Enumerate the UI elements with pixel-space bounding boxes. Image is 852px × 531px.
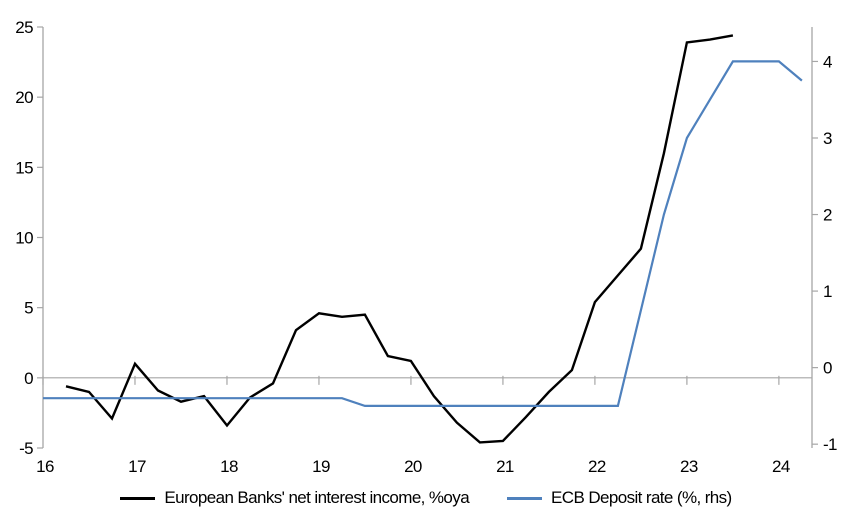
x-tick-label: 20 xyxy=(404,457,422,476)
y-left-tick-label: 25 xyxy=(15,18,33,37)
legend-line-swatch-black xyxy=(120,496,156,500)
x-tick-label: 23 xyxy=(680,457,698,476)
x-tick-label: 16 xyxy=(36,457,54,476)
x-tick-label: 18 xyxy=(220,457,238,476)
x-tick-label: 21 xyxy=(496,457,514,476)
y-right-tick-label: 0 xyxy=(823,359,832,378)
x-tick-label: 24 xyxy=(772,457,790,476)
legend-item-ecb-deposit-rate: ECB Deposit rate (%, rhs) xyxy=(507,488,732,508)
y-left-tick-label: -5 xyxy=(19,439,33,458)
y-right-tick-label: 4 xyxy=(823,52,832,71)
y-right-tick-label: 1 xyxy=(823,282,832,301)
legend-item-net-interest-income: European Banks' net interest income, %oy… xyxy=(120,488,470,508)
series-line-1 xyxy=(65,34,734,444)
y-right-tick-label: -1 xyxy=(823,435,837,454)
x-tick-label: 22 xyxy=(588,457,606,476)
y-left-tick-label: 15 xyxy=(15,158,33,177)
y-left-tick-label: 5 xyxy=(24,299,33,318)
legend-label-net-interest-income: European Banks' net interest income, %oy… xyxy=(164,488,470,507)
x-tick-label: 17 xyxy=(128,457,146,476)
y-left-tick-label: 20 xyxy=(15,88,33,107)
y-left-tick-label: 0 xyxy=(24,369,33,388)
series-line-2 xyxy=(43,60,803,407)
legend-label-ecb-deposit-rate: ECB Deposit rate (%, rhs) xyxy=(551,488,732,507)
y-right-tick-label: 2 xyxy=(823,206,832,225)
y-right-tick-label: 3 xyxy=(823,129,832,148)
chart-legend: European Banks' net interest income, %oy… xyxy=(0,488,852,508)
legend-line-swatch-blue xyxy=(507,496,543,500)
x-tick-label: 19 xyxy=(312,457,330,476)
y-left-tick-label: 10 xyxy=(15,229,33,248)
